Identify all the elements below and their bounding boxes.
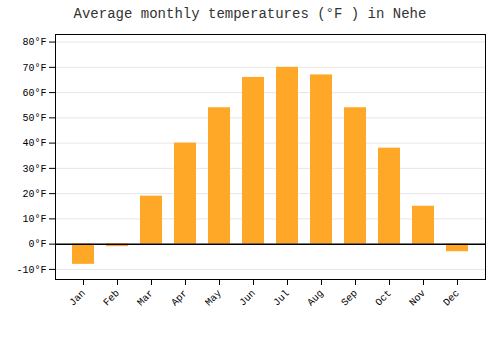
- html-text:Average monthly temperatures (: Average monthly temperatures (°F ) in Ne…: [73, 6, 427, 22]
- svg-text:Sep: Sep: [339, 288, 360, 309]
- svg-text:0°F: 0°F: [28, 239, 46, 250]
- svg-text:40°F: 40°F: [22, 138, 46, 149]
- svg-text:Dec: Dec: [441, 288, 462, 309]
- svg-text:20°F: 20°F: [22, 189, 46, 200]
- svg-text:70°F: 70°F: [22, 63, 46, 74]
- svg-text:Mar: Mar: [135, 288, 156, 309]
- svg-text:Apr: Apr: [169, 288, 190, 309]
- svg-text:-10°F: -10°F: [16, 265, 46, 276]
- svg-text:May: May: [203, 288, 224, 309]
- svg-text:Oct: Oct: [373, 288, 394, 309]
- svg-text:Aug: Aug: [305, 288, 326, 309]
- svg-text:Jun: Jun: [237, 288, 258, 309]
- svg-text:50°F: 50°F: [22, 113, 46, 124]
- svg-text:Nov: Nov: [407, 288, 428, 309]
- svg-text:10°F: 10°F: [22, 214, 46, 225]
- svg-text:Feb: Feb: [101, 288, 122, 309]
- svg-text:60°F: 60°F: [22, 88, 46, 99]
- svg-text:Jul: Jul: [271, 288, 292, 309]
- svg-text:80°F: 80°F: [22, 37, 46, 48]
- svg-text:Jan: Jan: [67, 288, 88, 309]
- svg-text:30°F: 30°F: [22, 164, 46, 175]
